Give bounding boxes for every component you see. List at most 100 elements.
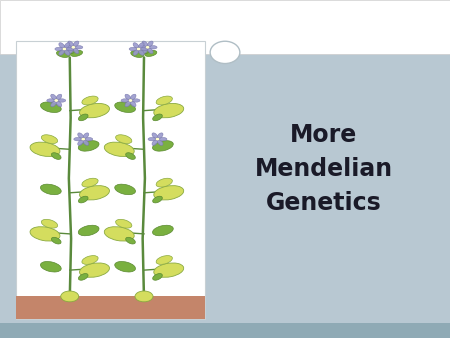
Ellipse shape [115,184,135,195]
Ellipse shape [130,94,136,100]
Ellipse shape [64,46,72,49]
Ellipse shape [130,101,136,107]
Ellipse shape [73,41,79,47]
Ellipse shape [65,49,75,54]
Ellipse shape [75,46,83,49]
Ellipse shape [153,273,162,280]
Ellipse shape [78,114,88,121]
Ellipse shape [104,142,134,156]
Text: More
Mendelian
Genetics: More Mendelian Genetics [255,123,393,215]
Ellipse shape [135,291,153,302]
Ellipse shape [51,237,61,244]
Ellipse shape [40,102,61,113]
Ellipse shape [78,225,99,236]
Ellipse shape [116,219,132,228]
Ellipse shape [78,133,83,138]
Ellipse shape [152,140,158,145]
Ellipse shape [55,47,63,51]
Ellipse shape [59,43,64,48]
Ellipse shape [149,46,157,49]
Ellipse shape [156,178,172,187]
Ellipse shape [74,138,82,141]
Ellipse shape [68,41,73,47]
Ellipse shape [30,227,60,241]
Ellipse shape [148,138,156,141]
Bar [16,296,205,319]
Ellipse shape [142,41,148,47]
Ellipse shape [142,48,148,54]
Ellipse shape [139,43,144,48]
Ellipse shape [80,263,109,277]
Ellipse shape [126,237,135,244]
Ellipse shape [56,101,62,107]
Ellipse shape [156,96,172,105]
Ellipse shape [82,96,98,105]
Ellipse shape [41,135,58,144]
Ellipse shape [78,141,99,151]
Bar [16,41,205,319]
Ellipse shape [83,140,89,145]
Ellipse shape [82,178,98,187]
Ellipse shape [71,46,76,49]
Ellipse shape [57,51,69,57]
Ellipse shape [153,225,173,236]
Ellipse shape [115,102,135,113]
Ellipse shape [129,47,137,51]
Ellipse shape [136,47,141,51]
Ellipse shape [51,153,61,160]
Ellipse shape [115,262,135,272]
Ellipse shape [62,47,67,51]
Ellipse shape [153,141,173,151]
Ellipse shape [80,186,109,200]
Bar [0,323,450,338]
Ellipse shape [133,50,139,55]
Ellipse shape [158,133,163,138]
Ellipse shape [153,114,162,121]
Ellipse shape [138,46,146,49]
Ellipse shape [73,48,79,54]
Ellipse shape [47,99,55,102]
Ellipse shape [85,138,93,141]
Ellipse shape [126,153,135,160]
Ellipse shape [133,43,139,48]
Bar [0,0,450,54]
Ellipse shape [154,186,184,200]
Ellipse shape [155,138,160,141]
Ellipse shape [154,263,184,277]
Ellipse shape [148,41,153,47]
Ellipse shape [66,47,74,51]
Ellipse shape [64,43,70,48]
Ellipse shape [140,47,148,51]
Ellipse shape [78,140,83,145]
Circle shape [210,41,240,64]
Ellipse shape [125,94,130,100]
Ellipse shape [51,94,56,100]
Ellipse shape [121,99,129,102]
Ellipse shape [30,142,60,156]
Ellipse shape [156,256,172,264]
Ellipse shape [80,103,109,118]
Ellipse shape [104,227,134,241]
Ellipse shape [83,133,89,138]
Ellipse shape [159,138,167,141]
Ellipse shape [68,48,73,54]
Ellipse shape [78,196,88,203]
Ellipse shape [139,50,144,55]
Ellipse shape [41,219,58,228]
Bar [0,54,450,338]
Ellipse shape [78,273,88,280]
Ellipse shape [139,49,149,54]
Ellipse shape [56,94,62,100]
Ellipse shape [158,140,163,145]
Ellipse shape [40,184,61,195]
Ellipse shape [153,196,162,203]
Ellipse shape [152,133,158,138]
Ellipse shape [154,103,184,118]
Ellipse shape [59,50,64,55]
Ellipse shape [132,99,140,102]
Ellipse shape [64,50,70,55]
Ellipse shape [81,138,86,141]
Ellipse shape [125,101,130,107]
Ellipse shape [40,262,61,272]
Ellipse shape [54,99,58,102]
